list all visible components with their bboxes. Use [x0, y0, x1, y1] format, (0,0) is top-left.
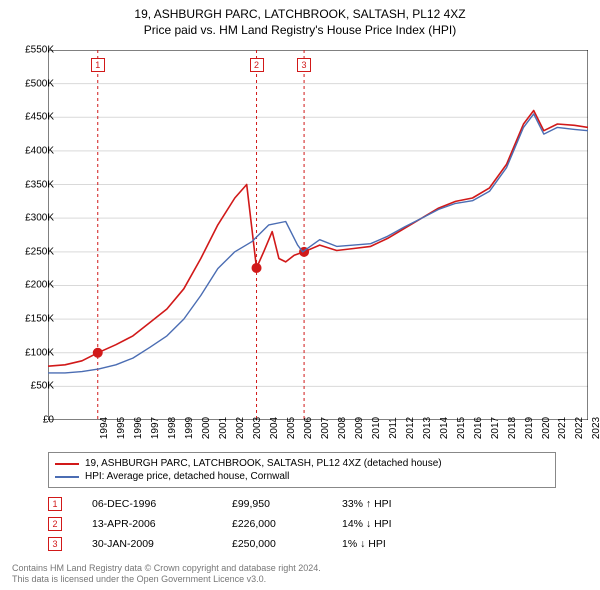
y-tick-label: £350K — [4, 179, 54, 190]
x-tick-label: 2005 — [286, 417, 297, 439]
footer-line2: This data is licensed under the Open Gov… — [12, 574, 321, 586]
x-tick-label: 2022 — [574, 417, 585, 439]
event-price: £99,950 — [232, 498, 342, 510]
y-tick-label: £100K — [4, 347, 54, 358]
legend-label-0: 19, ASHBURGH PARC, LATCHBROOK, SALTASH, … — [85, 458, 442, 469]
x-tick-label: 2008 — [337, 417, 348, 439]
x-tick-label: 1995 — [116, 417, 127, 439]
x-tick-label: 1994 — [99, 417, 110, 439]
legend: 19, ASHBURGH PARC, LATCHBROOK, SALTASH, … — [48, 452, 556, 488]
events-table: 1 06-DEC-1996 £99,950 33% ↑ HPI 2 13-APR… — [48, 494, 556, 554]
footer-line1: Contains HM Land Registry data © Crown c… — [12, 563, 321, 575]
y-tick-label: £400K — [4, 145, 54, 156]
event-marker-box: 2 — [250, 58, 264, 72]
event-delta: 14% ↓ HPI — [342, 518, 462, 530]
legend-row: HPI: Average price, detached house, Corn… — [55, 470, 549, 483]
event-row: 2 13-APR-2006 £226,000 14% ↓ HPI — [48, 514, 556, 534]
y-tick-label: £50K — [4, 381, 54, 392]
x-tick-label: 2018 — [507, 417, 518, 439]
x-tick-label: 2012 — [405, 417, 416, 439]
x-tick-label: 2004 — [269, 417, 280, 439]
title-line2: Price paid vs. HM Land Registry's House … — [0, 22, 600, 38]
x-tick-label: 2016 — [473, 417, 484, 439]
y-tick-label: £250K — [4, 246, 54, 257]
event-date: 30-JAN-2009 — [92, 538, 232, 550]
x-tick-label: 2020 — [541, 417, 552, 439]
x-tick-label: 2019 — [524, 417, 535, 439]
legend-row: 19, ASHBURGH PARC, LATCHBROOK, SALTASH, … — [55, 457, 549, 470]
x-tick-label: 1997 — [150, 417, 161, 439]
event-num: 3 — [48, 537, 62, 551]
x-tick-label: 2007 — [320, 417, 331, 439]
x-tick-label: 1999 — [184, 417, 195, 439]
legend-swatch-0 — [55, 463, 79, 465]
x-tick-label: 2003 — [252, 417, 263, 439]
title-block: 19, ASHBURGH PARC, LATCHBROOK, SALTASH, … — [0, 0, 600, 38]
x-tick-label: 2010 — [371, 417, 382, 439]
chart-area: 1994199519961997199819992000200120022003… — [48, 50, 588, 420]
x-tick-label: 1998 — [167, 417, 178, 439]
legend-swatch-1 — [55, 476, 79, 478]
x-tick-label: 2000 — [201, 417, 212, 439]
y-tick-label: £450K — [4, 112, 54, 123]
event-row: 3 30-JAN-2009 £250,000 1% ↓ HPI — [48, 534, 556, 554]
event-date: 06-DEC-1996 — [92, 498, 232, 510]
event-row: 1 06-DEC-1996 £99,950 33% ↑ HPI — [48, 494, 556, 514]
x-tick-label: 2017 — [490, 417, 501, 439]
x-tick-label: 2006 — [303, 417, 314, 439]
x-tick-label: 2011 — [388, 417, 399, 439]
x-tick-label: 2023 — [591, 417, 600, 439]
x-tick-label: 2014 — [439, 417, 450, 439]
chart-svg — [48, 50, 588, 420]
y-tick-label: £550K — [4, 45, 54, 56]
event-delta: 33% ↑ HPI — [342, 498, 462, 510]
event-num: 1 — [48, 497, 62, 511]
title-line1: 19, ASHBURGH PARC, LATCHBROOK, SALTASH, … — [0, 6, 600, 22]
event-marker-box: 1 — [91, 58, 105, 72]
y-tick-label: £150K — [4, 314, 54, 325]
event-marker-box: 3 — [297, 58, 311, 72]
x-tick-label: 2015 — [456, 417, 467, 439]
x-tick-label: 2013 — [422, 417, 433, 439]
legend-label-1: HPI: Average price, detached house, Corn… — [85, 471, 289, 482]
x-tick-label: 1996 — [133, 417, 144, 439]
y-tick-label: £0 — [4, 415, 54, 426]
x-tick-label: 2002 — [235, 417, 246, 439]
x-tick-label: 2001 — [218, 417, 229, 439]
chart-container: 19, ASHBURGH PARC, LATCHBROOK, SALTASH, … — [0, 0, 600, 590]
event-num: 2 — [48, 517, 62, 531]
y-tick-label: £300K — [4, 213, 54, 224]
footer: Contains HM Land Registry data © Crown c… — [12, 563, 321, 586]
event-price: £250,000 — [232, 538, 342, 550]
y-tick-label: £200K — [4, 280, 54, 291]
x-tick-label: 2021 — [557, 417, 568, 439]
event-price: £226,000 — [232, 518, 342, 530]
event-date: 13-APR-2006 — [92, 518, 232, 530]
event-delta: 1% ↓ HPI — [342, 538, 462, 550]
x-tick-label: 2009 — [354, 417, 365, 439]
y-tick-label: £500K — [4, 78, 54, 89]
